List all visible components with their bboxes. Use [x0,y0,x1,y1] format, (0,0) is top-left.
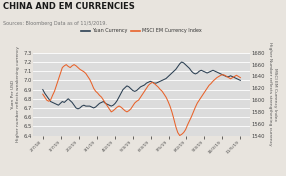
Legend: Yuan Currency, MSCI EM Currency Index: Yuan Currency, MSCI EM Currency Index [80,26,204,35]
Text: CHINA AND EM CURRENCIES: CHINA AND EM CURRENCIES [3,2,135,11]
Text: Sources: Bloomberg Data as of 11/5/2019.: Sources: Bloomberg Data as of 11/5/2019. [3,21,107,26]
Y-axis label: MSCI EM Currency Index
Higher Number reflects strengthening currency: MSCI EM Currency Index Higher Number ref… [268,42,277,146]
Y-axis label: Yuan Per USD
Higher number reflects weakening currency: Yuan Per USD Higher number reflects weak… [11,46,20,142]
